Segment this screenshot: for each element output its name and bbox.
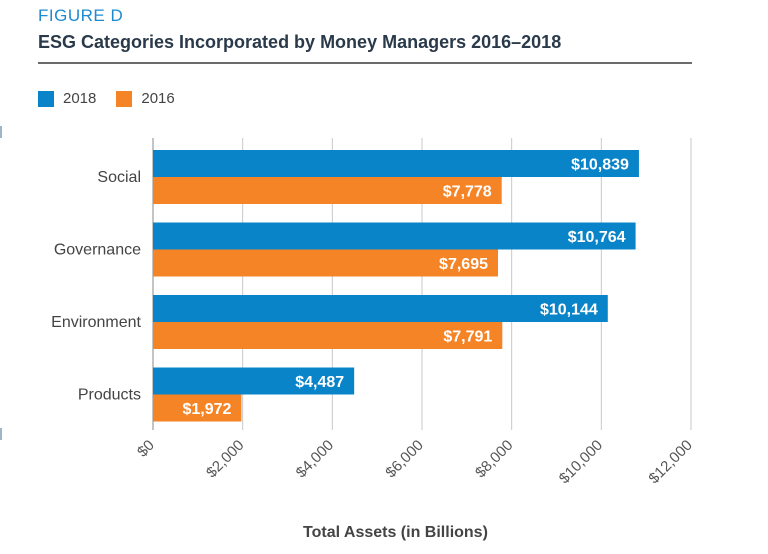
x-tick-label-3: $6,000 [382, 437, 426, 481]
x-tick-label-0: $0 [134, 437, 158, 461]
x-tick-label-4: $8,000 [472, 437, 516, 481]
legend: 2018 2016 [38, 90, 195, 107]
legend-swatch-2018 [38, 90, 54, 107]
chart-title: ESG Categories Incorporated by Money Man… [38, 32, 562, 52]
data-label-2016-social: $7,778 [443, 184, 492, 201]
bar-2018-social [153, 150, 639, 177]
x-axis-label: Total Assets (in Billions) [303, 524, 488, 541]
x-tick-label-2: $4,000 [293, 437, 337, 481]
bar-2016-social [153, 177, 502, 204]
category-label-governance: Governance [54, 242, 141, 259]
data-label-2018-governance: $10,764 [568, 229, 626, 246]
data-label-2016-environment: $7,791 [443, 329, 492, 346]
category-label-environment: Environment [51, 314, 141, 331]
legend-swatch-2016 [116, 90, 133, 107]
category-label-social: Social [97, 169, 141, 186]
figure-label: FIGURE D [38, 6, 124, 25]
category-label-products: Products [78, 387, 141, 404]
x-tick-label-6: $12,000 [645, 437, 695, 487]
data-label-2018-products: $4,487 [295, 374, 344, 391]
bar-2018-products [153, 367, 355, 395]
x-tick-label-1: $2,000 [203, 437, 247, 481]
edge-mark-bottom [0, 428, 2, 440]
bar-2016-environment [153, 322, 503, 349]
data-label-2018-social: $10,839 [571, 157, 629, 174]
bar-2016-products [153, 394, 242, 422]
data-label-2016-products: $1,972 [182, 401, 231, 418]
legend-label-2018: 2018 [63, 90, 97, 107]
edge-mark-top [0, 126, 2, 138]
legend-item-2018: 2018 [38, 90, 96, 107]
data-label-2018-environment: $10,144 [540, 302, 598, 319]
bar-2018-environment [153, 295, 608, 322]
x-tick-label-5: $10,000 [556, 437, 606, 487]
title-divider [38, 62, 692, 64]
bar-2018-governance [153, 222, 636, 250]
legend-label-2016: 2016 [141, 90, 175, 107]
legend-item-2016: 2016 [116, 90, 175, 107]
data-label-2016-governance: $7,695 [439, 256, 488, 273]
bar-2016-governance [153, 249, 498, 277]
